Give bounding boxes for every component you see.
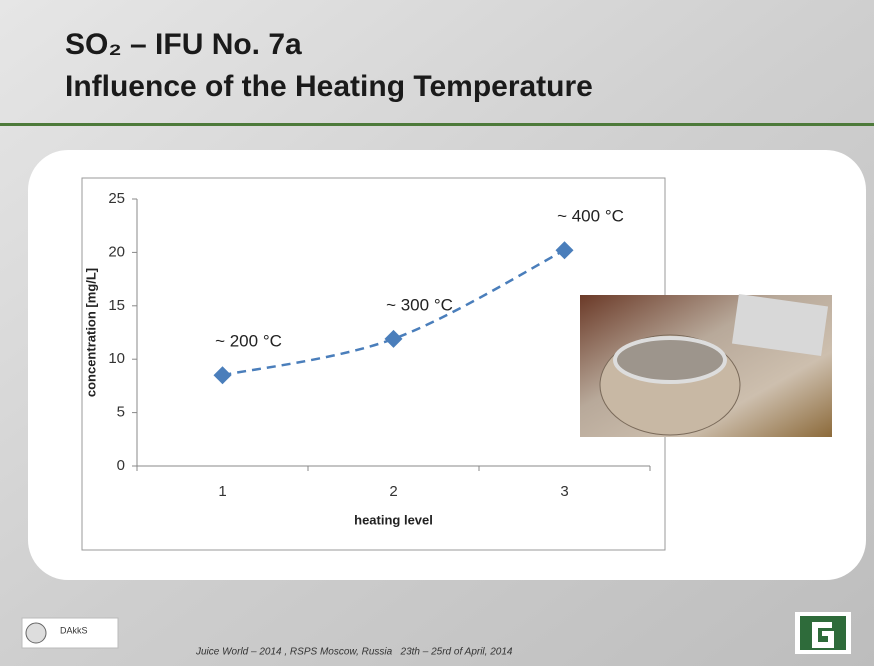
y-tick-label: 10 — [108, 350, 125, 367]
slide-title: Influence of the Heating Temperature — [65, 70, 593, 103]
x-axis-label: heating level — [354, 512, 433, 527]
y-tick-label: 25 — [108, 190, 125, 207]
photo — [580, 294, 832, 437]
logo-text: DAkkS — [60, 625, 88, 635]
plot-frame — [82, 178, 665, 550]
logo — [812, 622, 834, 648]
slide: SO₂ – IFU No. 7a Influence of the Heatin… — [0, 0, 874, 666]
footer: Juice World – 2014 , RSPS Moscow, Russia… — [195, 647, 513, 658]
divider — [0, 123, 874, 126]
x-tick-label: 1 — [218, 483, 226, 500]
x-tick-label: 2 — [389, 483, 397, 500]
slide-title: SO₂ – IFU No. 7a — [65, 28, 302, 61]
page: SO₂ – IFU No. 7a Influence of the Heatin… — [0, 0, 874, 666]
y-tick-label: 0 — [117, 457, 125, 474]
annotation: ~ 200 °C — [215, 332, 282, 351]
logo — [26, 623, 46, 643]
y-tick-label: 15 — [108, 297, 125, 314]
photo-image — [615, 338, 725, 382]
x-tick-label: 3 — [560, 483, 568, 500]
annotation: ~ 300 °C — [386, 295, 453, 314]
y-axis-label: concentration [mg/L] — [83, 268, 98, 397]
y-tick-label: 20 — [108, 243, 125, 260]
y-tick-label: 5 — [117, 404, 125, 421]
annotation: ~ 400 °C — [557, 207, 624, 226]
